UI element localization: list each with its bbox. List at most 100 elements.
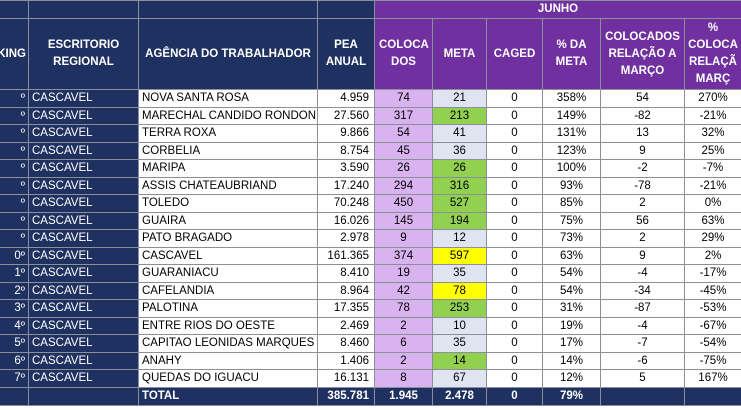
cell-colocados[interactable]: 317 [374, 106, 433, 125]
total-caged[interactable]: 0 [486, 386, 543, 406]
cell-meta[interactable]: 597 [432, 246, 487, 265]
cell-pea[interactable]: 3.590 [317, 159, 375, 178]
cell-colocados-marco[interactable]: -87 [600, 299, 685, 318]
cell-meta[interactable]: 41 [432, 124, 487, 143]
cell-pct-marco[interactable]: -7% [683, 159, 741, 178]
cell-caged[interactable]: 0 [486, 369, 543, 388]
cell-caged[interactable]: 0 [486, 124, 543, 143]
cell-meta[interactable]: 194 [432, 211, 487, 230]
cell-meta[interactable]: 14 [432, 351, 487, 370]
cell-escritorio[interactable]: CASCAVEL [28, 281, 139, 300]
cell-colocados-marco[interactable]: 2 [600, 194, 685, 213]
cell-colocados[interactable]: 9 [374, 229, 433, 248]
cell-pct-marco[interactable]: -21% [683, 176, 741, 195]
cell-pct-meta[interactable]: 131% [542, 124, 601, 143]
header-ranking[interactable]: KING [0, 18, 29, 90]
cell-agencia[interactable]: CAPITAO LEONIDAS MARQUES [138, 334, 318, 353]
cell-pct-meta[interactable]: 100% [542, 159, 601, 178]
cell-pea[interactable]: 16.131 [317, 369, 375, 388]
cell-pct-meta[interactable]: 54% [542, 281, 601, 300]
cell-escritorio[interactable]: CASCAVEL [28, 89, 139, 108]
table-row[interactable]: º CASCAVEL TERRA ROXA 9.866 54 41 0 131% 13 32% [0, 124, 741, 143]
cell-pct-marco[interactable]: 0% [683, 194, 741, 213]
header-pea-anual[interactable]: PEA ANUAL [317, 18, 375, 90]
cell-pct-meta[interactable]: 123% [542, 141, 601, 160]
cell-meta[interactable]: 26 [432, 159, 487, 178]
cell-colocados[interactable]: 145 [374, 211, 433, 230]
cell-escritorio[interactable]: CASCAVEL [28, 264, 139, 283]
cell-colocados-marco[interactable]: -4 [600, 264, 685, 283]
cell-rank[interactable]: º [0, 124, 29, 143]
cell-pct-meta[interactable]: 149% [542, 106, 601, 125]
table-row[interactable]: 5º CASCAVEL CAPITAO LEONIDAS MARQUES 8.460 6… [0, 334, 741, 353]
cell-rank[interactable]: º [0, 106, 29, 125]
cell-rank[interactable]: 2º [0, 281, 29, 300]
cell-pct-meta[interactable]: 14% [542, 351, 601, 370]
cell-meta[interactable]: 527 [432, 194, 487, 213]
cell-agencia[interactable]: MARECHAL CANDIDO RONDON [138, 106, 318, 125]
cell-caged[interactable]: 0 [486, 106, 543, 125]
cell-rank[interactable]: º [0, 194, 29, 213]
cell-agencia[interactable]: ANAHY [138, 351, 318, 370]
cell-rank[interactable]: º [0, 176, 29, 195]
cell-pea[interactable]: 1.406 [317, 351, 375, 370]
cell-colocados[interactable]: 2 [374, 316, 433, 335]
cell-rank[interactable]: 1º [0, 264, 29, 283]
cell-rank[interactable]: º [0, 211, 29, 230]
cell-caged[interactable]: 0 [486, 299, 543, 318]
cell-colocados-marco[interactable]: 13 [600, 124, 685, 143]
cell-agencia[interactable]: ENTRE RIOS DO OESTE [138, 316, 318, 335]
cell-rank[interactable]: 3º [0, 299, 29, 318]
cell-pct-marco[interactable]: -54% [683, 334, 741, 353]
header-colocados[interactable]: COLOCA DOS [374, 18, 433, 90]
table-row[interactable]: 2º CASCAVEL CAFELANDIA 8.964 42 78 0 54% -34 -45% [0, 281, 741, 300]
total-pct-marco[interactable] [683, 386, 741, 406]
cell-pct-meta[interactable]: 12% [542, 369, 601, 388]
cell-meta[interactable]: 36 [432, 141, 487, 160]
cell-rank[interactable]: 4º [0, 316, 29, 335]
cell-meta[interactable]: 12 [432, 229, 487, 248]
cell-caged[interactable]: 0 [486, 246, 543, 265]
cell-agencia[interactable]: NOVA SANTA ROSA [138, 89, 318, 108]
cell-caged[interactable]: 0 [486, 229, 543, 248]
cell-agencia[interactable]: CORBELIA [138, 141, 318, 160]
cell-meta[interactable]: 213 [432, 106, 487, 125]
header-meta[interactable]: META [432, 18, 487, 90]
table-row[interactable]: º CASCAVEL TOLEDO 70.248 450 527 0 85% 2 0% [0, 194, 741, 213]
cell-pct-marco[interactable]: 63% [683, 211, 741, 230]
cell-escritorio[interactable]: CASCAVEL [28, 316, 139, 335]
cell-colocados-marco[interactable]: -7 [600, 334, 685, 353]
cell-agencia[interactable]: CASCAVEL [138, 246, 318, 265]
cell-rank[interactable]: 5º [0, 334, 29, 353]
cell-escritorio[interactable]: CASCAVEL [28, 299, 139, 318]
cell-pct-marco[interactable]: 270% [683, 89, 741, 108]
table-row[interactable]: º CASCAVEL MARIPA 3.590 26 26 0 100% -2 -7% [0, 159, 741, 178]
cell-escritorio[interactable]: CASCAVEL [28, 369, 139, 388]
cell-pea[interactable]: 161.365 [317, 246, 375, 265]
cell-caged[interactable]: 0 [486, 141, 543, 160]
cell-rank[interactable]: 6º [0, 351, 29, 370]
total-col-marco[interactable] [600, 386, 685, 406]
cell-colocados[interactable]: 78 [374, 299, 433, 318]
cell-pct-meta[interactable]: 93% [542, 176, 601, 195]
cell-pct-marco[interactable]: -53% [683, 299, 741, 318]
cell-pea[interactable]: 9.866 [317, 124, 375, 143]
cell-rank[interactable]: 7º [0, 369, 29, 388]
cell-pct-meta[interactable]: 19% [542, 316, 601, 335]
cell-pea[interactable]: 4.959 [317, 89, 375, 108]
cell-agencia[interactable]: GUAIRA [138, 211, 318, 230]
cell-colocados[interactable]: 374 [374, 246, 433, 265]
cell-agencia[interactable]: ASSIS CHATEAUBRIAND [138, 176, 318, 195]
cell-colocados-marco[interactable]: -34 [600, 281, 685, 300]
table-row[interactable]: 1º CASCAVEL GUARANIACU 8.410 19 35 0 54% -4 -17% [0, 264, 741, 283]
total-meta[interactable]: 2.478 [432, 386, 487, 406]
cell-agencia[interactable]: PALOTINA [138, 299, 318, 318]
cell-rank[interactable]: 0º [0, 246, 29, 265]
cell-pct-marco[interactable]: 32% [683, 124, 741, 143]
cell-colocados-marco[interactable]: 9 [600, 141, 685, 160]
cell-agencia[interactable]: MARIPA [138, 159, 318, 178]
cell-colocados-marco[interactable]: -2 [600, 159, 685, 178]
header-colocados-marco[interactable]: COLOCADOS RELAÇÃO A MARÇO [600, 18, 685, 90]
cell-pea[interactable]: 8.754 [317, 141, 375, 160]
cell-caged[interactable]: 0 [486, 334, 543, 353]
